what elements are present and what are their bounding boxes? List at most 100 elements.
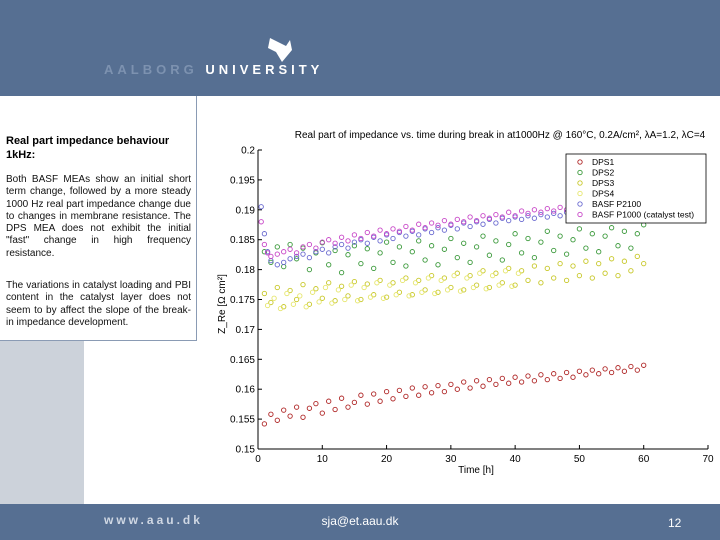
data-point <box>332 247 338 254</box>
data-point <box>615 272 621 279</box>
data-point <box>499 214 505 220</box>
data-point <box>628 245 634 251</box>
data-point <box>367 294 374 300</box>
data-point <box>351 232 358 238</box>
data-point <box>345 245 351 251</box>
data-point <box>473 378 480 384</box>
data-point <box>409 227 415 233</box>
data-point <box>525 373 531 379</box>
data-point <box>371 233 377 239</box>
data-point <box>338 234 345 240</box>
x-tick-label: 40 <box>510 454 522 465</box>
data-point <box>576 368 583 374</box>
data-point <box>525 277 531 284</box>
data-point <box>563 369 570 376</box>
data-point <box>454 216 460 223</box>
data-point <box>596 371 602 377</box>
data-point <box>464 275 470 281</box>
data-point <box>435 222 441 228</box>
data-point <box>287 246 293 252</box>
x-tick-label: 60 <box>638 454 650 465</box>
data-point <box>399 277 406 284</box>
data-point <box>293 404 300 410</box>
data-point <box>335 287 342 293</box>
data-point <box>383 388 390 395</box>
data-point <box>480 383 486 389</box>
data-point <box>313 400 319 407</box>
y-tick-label: 0.19 <box>236 205 256 216</box>
data-point <box>557 375 563 382</box>
data-point <box>531 254 538 261</box>
data-point <box>583 245 589 251</box>
data-point <box>351 399 358 406</box>
slide-paragraph-2: The variations in catalyst loading and P… <box>6 280 191 328</box>
data-point <box>374 280 380 286</box>
data-point <box>596 260 602 267</box>
data-point <box>461 219 467 225</box>
data-point <box>300 414 306 420</box>
data-point <box>444 287 451 293</box>
legend-marker <box>577 169 583 176</box>
y-tick-label: 0.17 <box>236 325 256 336</box>
data-point <box>502 268 509 274</box>
data-point <box>416 221 422 227</box>
y-tick-label: 0.195 <box>230 175 255 186</box>
data-point <box>338 269 345 276</box>
data-point <box>403 263 409 269</box>
footer-bar <box>0 504 720 540</box>
data-point <box>364 229 370 236</box>
data-point <box>293 253 300 260</box>
data-point <box>332 244 338 250</box>
y-tick-label: 0.2 <box>241 146 255 157</box>
data-point <box>454 254 460 261</box>
data-point <box>396 228 403 234</box>
data-point <box>506 209 512 215</box>
data-point <box>441 227 448 233</box>
data-point <box>544 205 550 212</box>
data-point <box>428 243 435 249</box>
data-point <box>326 262 332 268</box>
data-point <box>390 235 396 242</box>
data-point <box>354 298 361 304</box>
data-point <box>448 235 454 242</box>
data-point <box>432 290 438 297</box>
data-point <box>480 221 486 227</box>
data-point <box>486 252 493 258</box>
data-point <box>326 250 332 256</box>
data-point <box>345 252 351 258</box>
data-point <box>300 281 306 288</box>
data-point <box>412 280 419 286</box>
data-point <box>406 293 412 299</box>
data-point <box>338 241 345 248</box>
data-point <box>473 244 480 250</box>
data-point <box>608 256 615 262</box>
data-point <box>326 280 332 286</box>
data-point <box>377 250 383 256</box>
data-point <box>544 214 550 220</box>
data-point <box>499 375 505 382</box>
data-point <box>319 239 325 245</box>
data-point <box>403 223 409 230</box>
data-point <box>557 213 563 219</box>
y-tick-label: 0.15 <box>236 445 256 456</box>
data-point <box>486 284 493 291</box>
data-point <box>300 244 306 250</box>
data-point <box>338 395 345 401</box>
data-point <box>628 363 634 370</box>
university-word: UNIVERSITY <box>205 62 324 77</box>
data-point <box>403 393 409 400</box>
data-point <box>364 240 370 246</box>
data-point <box>290 301 297 307</box>
data-point <box>570 374 576 380</box>
data-point <box>326 398 332 404</box>
data-point <box>515 270 522 276</box>
data-point <box>271 295 277 301</box>
data-point <box>277 305 284 312</box>
data-point <box>422 384 428 390</box>
data-point <box>303 304 309 310</box>
data-point <box>338 283 345 289</box>
data-point <box>489 272 496 279</box>
legend-marker <box>577 201 583 207</box>
data-point <box>551 247 557 254</box>
data-point <box>313 245 319 251</box>
